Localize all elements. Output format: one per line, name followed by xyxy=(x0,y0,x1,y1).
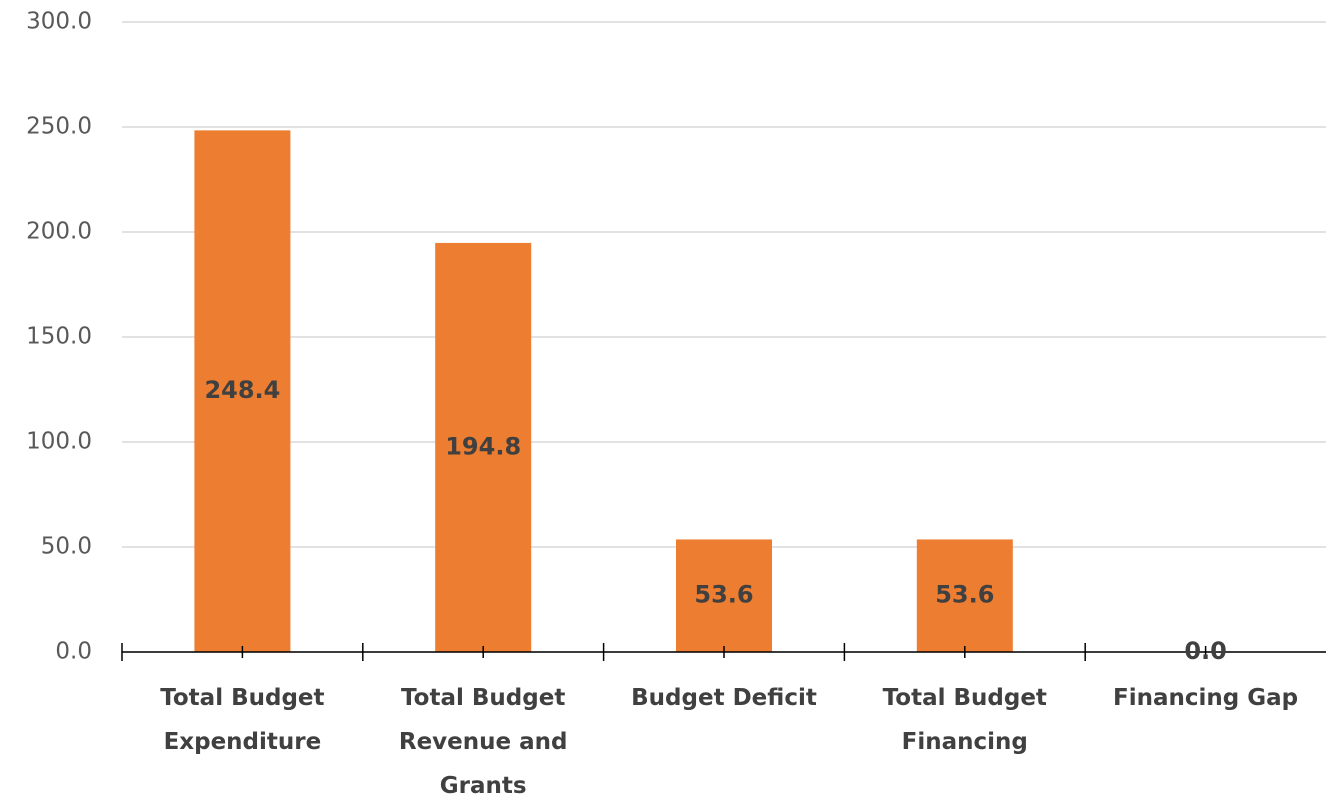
y-tick-label: 150.0 xyxy=(26,324,92,350)
bar xyxy=(916,539,1013,652)
y-tick-label: 100.0 xyxy=(26,429,92,455)
data-label: 0.0 xyxy=(1184,637,1227,665)
y-tick-label: 50.0 xyxy=(41,534,92,560)
y-tick-label: 250.0 xyxy=(26,114,92,140)
x-tick-label: Financing Gap xyxy=(1113,685,1299,711)
y-tick-label: 200.0 xyxy=(26,219,92,245)
bar xyxy=(194,130,291,653)
x-tick-label: Budget Deficit xyxy=(631,685,817,711)
x-tick-label: Total Budget Financing xyxy=(882,685,1047,755)
y-tick-label: 300.0 xyxy=(26,9,92,35)
data-label: 53.6 xyxy=(935,581,994,609)
x-tick-label: Total Budget Expenditure xyxy=(160,685,325,755)
data-label: 53.6 xyxy=(694,581,753,609)
bar xyxy=(676,539,772,652)
data-label: 194.8 xyxy=(445,432,521,460)
x-tick-label: Total Budget Revenue and Grants xyxy=(398,685,568,796)
bar xyxy=(435,242,532,653)
data-label: 248.4 xyxy=(204,376,280,404)
y-tick-label: 0.0 xyxy=(55,639,92,665)
